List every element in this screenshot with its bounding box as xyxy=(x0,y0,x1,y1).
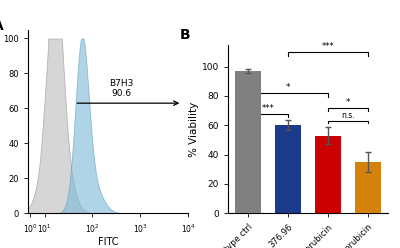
Text: A: A xyxy=(0,19,4,33)
Text: B: B xyxy=(180,28,191,42)
Bar xyxy=(315,136,341,213)
Text: ***: *** xyxy=(322,42,334,51)
Text: ***: *** xyxy=(262,104,274,113)
Y-axis label: % Viability: % Viability xyxy=(189,101,199,156)
Text: B7H3
90.6: B7H3 90.6 xyxy=(109,79,133,98)
Bar xyxy=(275,125,301,213)
Text: *: * xyxy=(346,98,350,107)
Bar xyxy=(355,162,381,213)
Text: *: * xyxy=(286,83,290,92)
Bar xyxy=(235,71,261,213)
Text: n.s.: n.s. xyxy=(341,111,355,120)
X-axis label: FITC: FITC xyxy=(98,238,118,248)
